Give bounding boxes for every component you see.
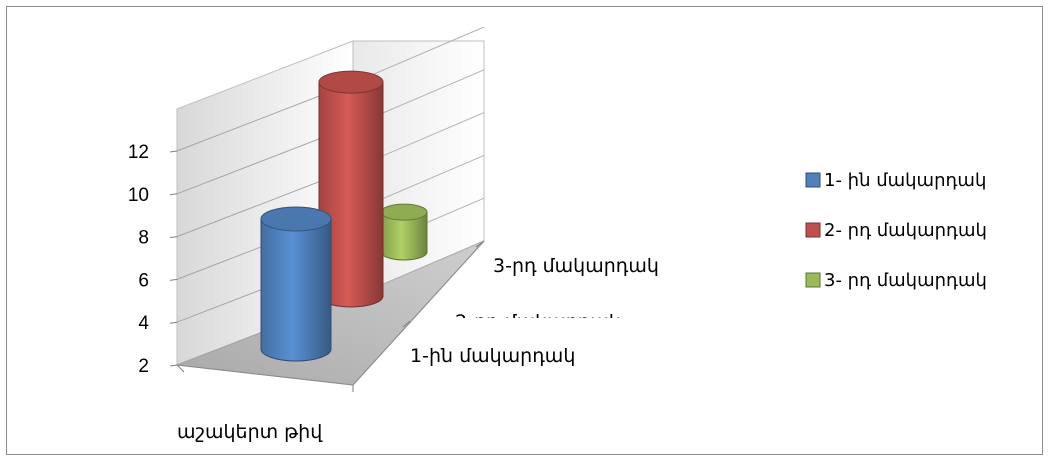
x-category-label: աշակերտ թիվ: [177, 421, 323, 443]
depth-axis-line: [352, 240, 485, 386]
y-tick-label: 2: [138, 356, 149, 377]
bar-3: [380, 203, 428, 261]
legend: 1- ին մակարդակ 2- րդ մակարդակ 3- րդ մակարդ…: [805, 170, 987, 291]
legend-swatch: [805, 222, 821, 238]
gridline-back: [352, 26, 485, 84]
depth-label-3: 3-րդ մակարդակ: [493, 255, 659, 277]
bar-top: [380, 203, 428, 221]
y-tick-label: 4: [138, 313, 149, 334]
y-tick-mark: [169, 236, 178, 239]
bar-top: [318, 70, 384, 94]
y-tick-mark: [169, 321, 178, 324]
bar-1: [260, 206, 332, 362]
legend-label: 3- րդ մակարդակ: [824, 270, 987, 291]
bar-2: [318, 70, 384, 308]
depth-label-2: 2-րդ մակարդակ: [455, 311, 621, 333]
y-tick-mark: [169, 364, 178, 367]
y-tick-label: 10: [128, 185, 149, 206]
depth-label-1: 1-ին մակարդակ: [410, 345, 575, 367]
legend-label: 1- ին մակարդակ: [824, 170, 986, 191]
y-tick-mark: [169, 193, 178, 196]
legend-swatch: [805, 172, 821, 188]
legend-label: 2- րդ մակարդակ: [824, 220, 987, 241]
axis-tick: [176, 364, 185, 373]
y-tick-mark: [169, 150, 178, 153]
y-tick-mark: [169, 278, 178, 281]
y-tick-label: 8: [138, 228, 149, 249]
bar-top: [260, 206, 332, 232]
legend-swatch: [805, 272, 821, 288]
y-tick-label: 12: [128, 142, 149, 163]
y-tick-label: 6: [138, 270, 149, 291]
bars: [260, 70, 428, 362]
axis-tick: [402, 320, 411, 328]
bar-body: [260, 218, 332, 362]
front-axis-line: [176, 364, 354, 386]
axis-ticks: 2 4 6 8 10 12: [128, 142, 485, 392]
